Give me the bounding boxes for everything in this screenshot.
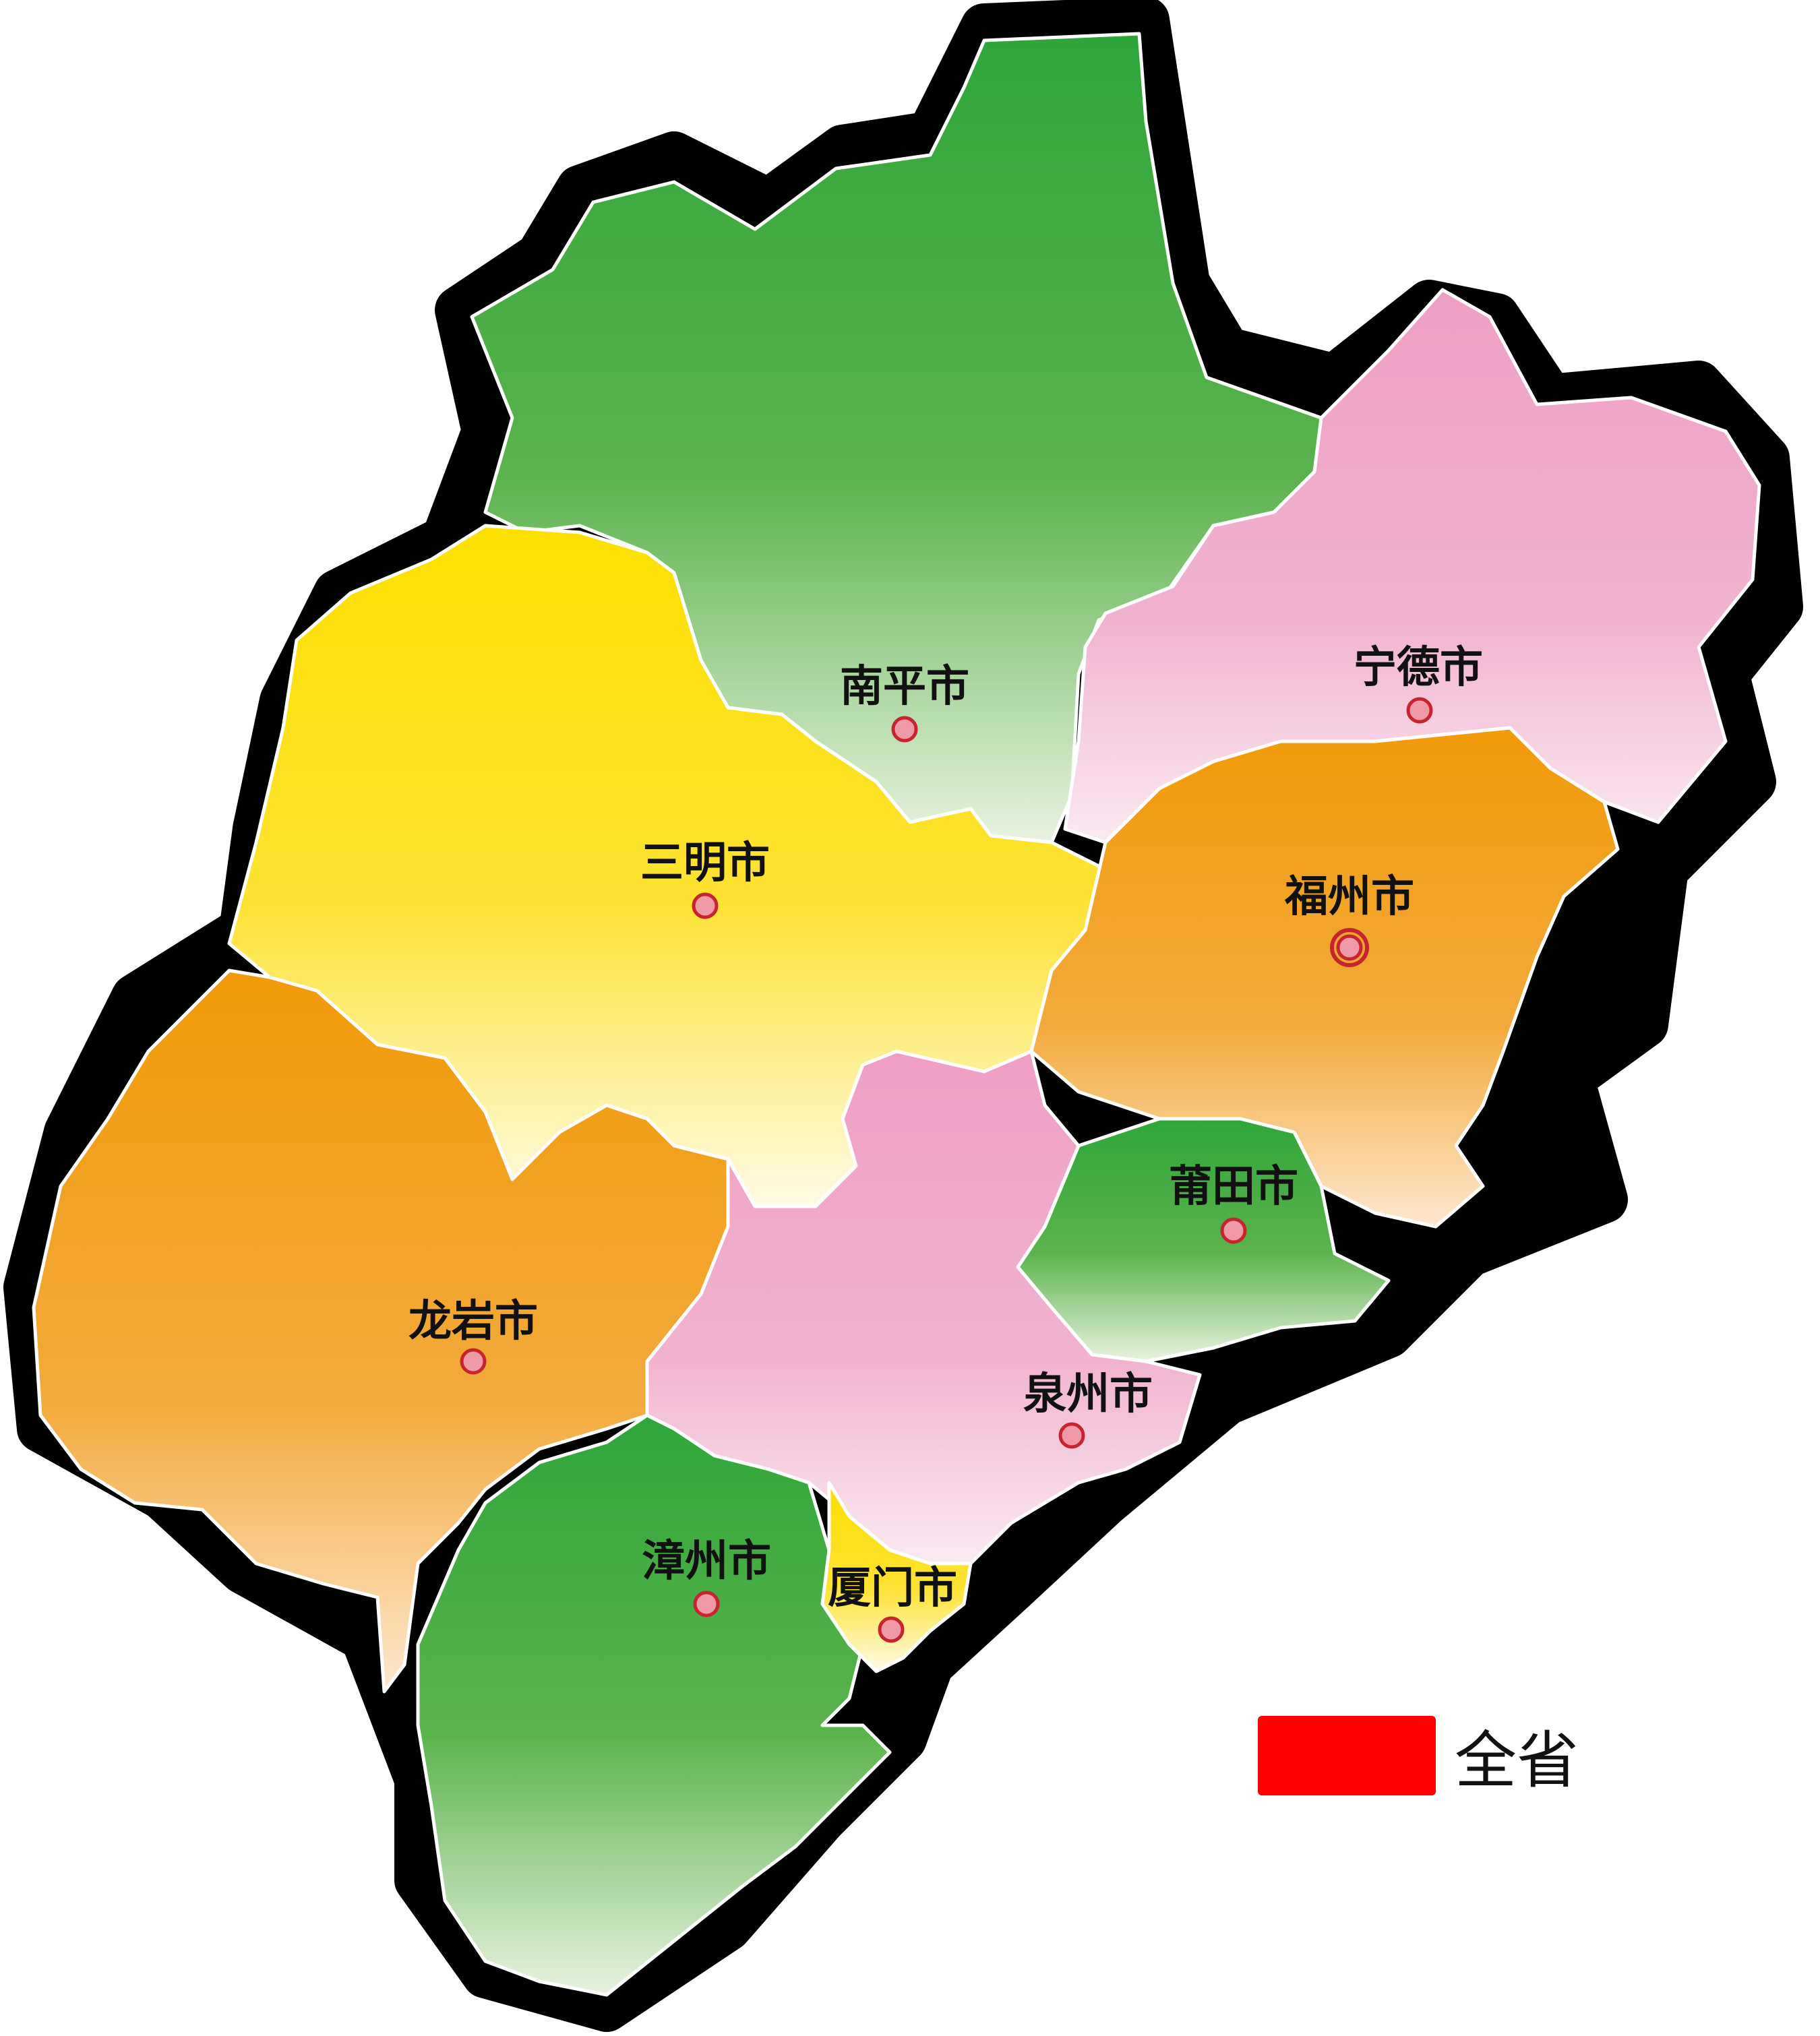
city-label-longyan: 龙岩市: [408, 1297, 538, 1347]
city-marker-longyan[interactable]: [460, 1348, 487, 1375]
city-marker-quanzhou[interactable]: [1058, 1422, 1085, 1449]
region-zhangzhou[interactable]: [416, 1413, 892, 1997]
legend-label: 全省: [1455, 1725, 1579, 1797]
city-label-putian: 莆田市: [1169, 1162, 1298, 1212]
city-marker-ningde[interactable]: [1406, 697, 1433, 724]
region-longyan[interactable]: [32, 968, 730, 1694]
city-label-fuzhou: 福州市: [1284, 872, 1414, 922]
city-label-xiamen: 厦门市: [828, 1564, 957, 1613]
legend: 全省: [1258, 1710, 1579, 1800]
city-label-zhangzhou: 漳州市: [642, 1537, 771, 1586]
city-marker-zhangzhou[interactable]: [693, 1591, 720, 1617]
city-label-ningde: 宁德市: [1354, 643, 1483, 693]
city-marker-nanping[interactable]: [891, 716, 918, 743]
city-label-sanming: 三明市: [640, 838, 770, 888]
city-marker-fuzhou[interactable]: [1336, 934, 1363, 961]
region-fuzhou[interactable]: [1029, 726, 1620, 1229]
capital-marker-fuzhou: [1330, 928, 1369, 967]
city-label-quanzhou: 泉州市: [1023, 1369, 1153, 1419]
city-marker-putian[interactable]: [1220, 1217, 1247, 1244]
legend-swatch[interactable]: [1258, 1715, 1436, 1795]
city-label-nanping: 南平市: [840, 662, 969, 712]
region-xiamen[interactable]: [820, 1481, 973, 1673]
city-marker-xiamen[interactable]: [878, 1616, 905, 1643]
city-marker-sanming[interactable]: [692, 892, 719, 919]
